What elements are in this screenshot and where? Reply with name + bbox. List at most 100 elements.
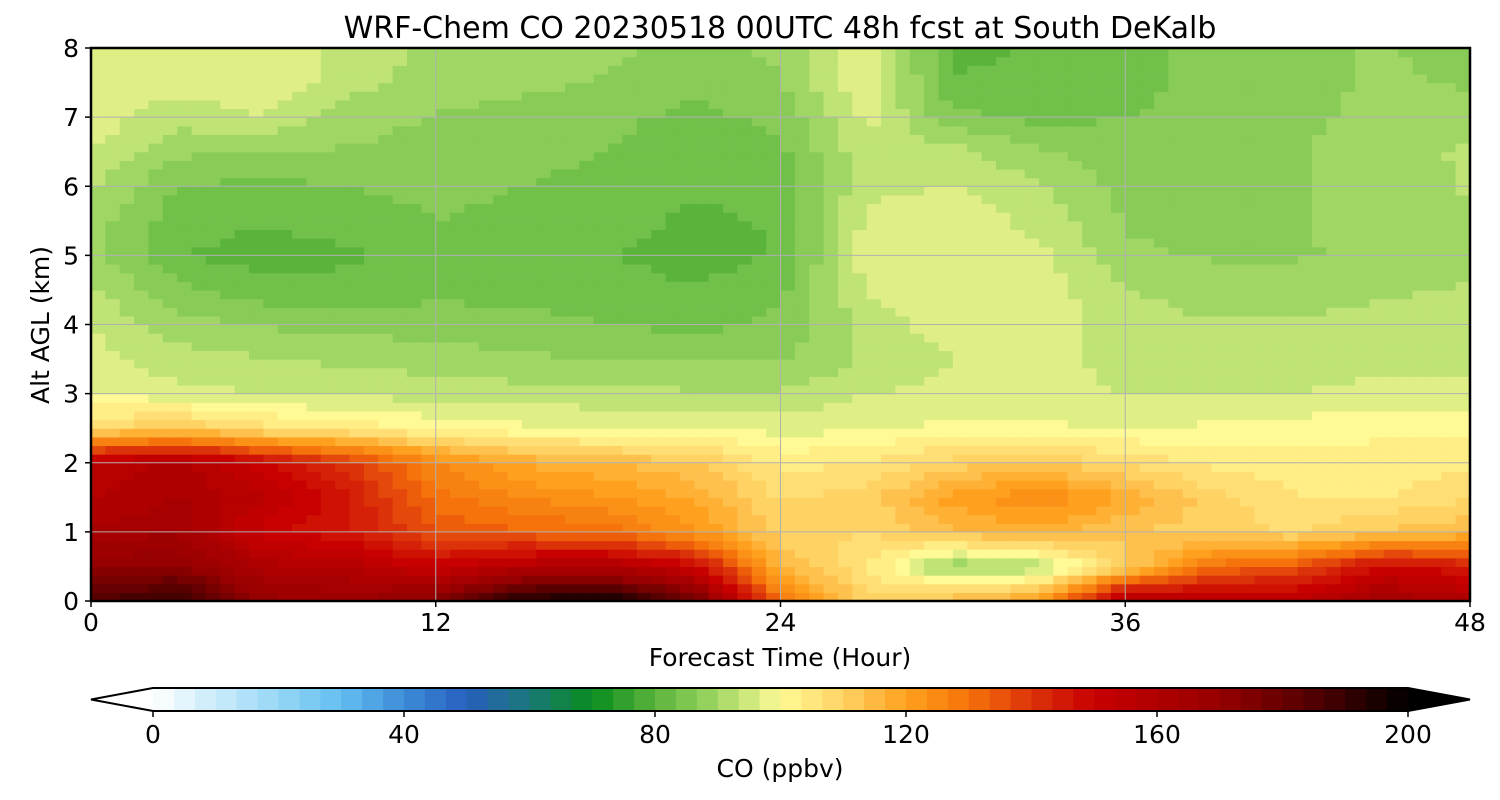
heatmap-cell: [1082, 341, 1098, 352]
heatmap-cell: [162, 575, 178, 585]
heatmap-cell: [737, 436, 753, 447]
heatmap-cell: [924, 82, 940, 92]
heatmap-cell: [464, 402, 480, 412]
heatmap-cell: [220, 436, 236, 447]
heatmap-cell: [751, 186, 767, 196]
heatmap-cell: [407, 531, 422, 542]
heatmap-cell: [1168, 134, 1184, 144]
heatmap-cell: [349, 583, 365, 593]
heatmap-cell: [91, 514, 106, 524]
heatmap-cell: [1153, 91, 1169, 101]
heatmap-cell: [320, 333, 336, 343]
heatmap-cell: [263, 73, 279, 84]
heatmap-cell: [837, 212, 853, 222]
heatmap-cell: [794, 367, 810, 377]
heatmap-cell: [320, 160, 336, 170]
heatmap-cell: [938, 48, 954, 58]
heatmap-cell: [292, 350, 308, 360]
heatmap-cell: [220, 376, 236, 386]
heatmap-cell: [91, 324, 106, 334]
heatmap-cell: [91, 203, 106, 213]
heatmap-cell: [679, 56, 695, 66]
heatmap-cell: [478, 514, 494, 524]
heatmap-cell: [881, 315, 897, 326]
heatmap-cell: [119, 220, 135, 231]
heatmap-cell: [1168, 238, 1184, 248]
heatmap-cell: [1139, 497, 1155, 507]
heatmap-cell: [1125, 505, 1141, 516]
heatmap-cell: [608, 566, 624, 576]
heatmap-cell: [450, 255, 466, 265]
heatmap-cell: [938, 575, 954, 585]
heatmap-cell: [148, 56, 164, 66]
heatmap-cell: [292, 65, 308, 75]
heatmap-cell: [1067, 549, 1083, 559]
heatmap-cell: [536, 272, 552, 282]
heatmap-cell: [608, 125, 624, 136]
heatmap-cell: [220, 540, 236, 550]
heatmap-cell: [780, 531, 796, 542]
heatmap-cell: [866, 91, 882, 101]
heatmap-cell: [679, 238, 695, 248]
heatmap-cell: [378, 445, 394, 455]
heatmap-cell: [450, 99, 466, 110]
heatmap-cell: [1096, 592, 1112, 601]
heatmap-cell: [450, 393, 466, 403]
heatmap-cell: [521, 117, 537, 127]
heatmap-cell: [881, 402, 897, 412]
heatmap-cell: [378, 333, 394, 343]
heatmap-cell: [751, 376, 767, 386]
heatmap-cell: [881, 56, 897, 66]
heatmap-cell: [1197, 151, 1213, 161]
heatmap-cell: [1125, 540, 1141, 550]
heatmap-cell: [105, 514, 121, 524]
heatmap-cell: [837, 549, 853, 559]
heatmap-cell: [708, 281, 724, 291]
heatmap-cell: [378, 125, 394, 136]
heatmap-cell: [938, 402, 954, 412]
heatmap-cell: [148, 82, 164, 92]
heatmap-cell: [751, 143, 767, 153]
heatmap-cell: [636, 264, 652, 274]
heatmap-cell: [249, 333, 264, 343]
heatmap-cell: [579, 246, 595, 256]
heatmap-cell: [177, 272, 193, 282]
heatmap-cell: [507, 462, 523, 472]
heatmap-cell: [450, 212, 466, 222]
heatmap-cell: [938, 428, 954, 438]
heatmap-cell: [162, 264, 178, 274]
heatmap-cell: [1182, 56, 1198, 66]
heatmap-cell: [550, 531, 566, 542]
heatmap-cell: [162, 592, 178, 601]
heatmap-cell: [938, 177, 954, 187]
heatmap-cell: [866, 514, 882, 524]
heatmap-cell: [679, 194, 695, 205]
heatmap-cell: [608, 229, 624, 239]
heatmap-cell: [1211, 592, 1227, 601]
heatmap-cell: [881, 255, 897, 265]
heatmap-cell: [493, 393, 509, 403]
heatmap-cell: [780, 480, 796, 490]
heatmap-cell: [651, 272, 667, 282]
heatmap-cell: [1125, 341, 1141, 352]
heatmap-cell: [349, 125, 365, 136]
heatmap-cell: [981, 186, 997, 196]
heatmap-cell: [1125, 281, 1141, 291]
heatmap-cell: [1182, 281, 1198, 291]
heatmap-cell: [895, 143, 911, 153]
heatmap-cell: [148, 436, 164, 447]
heatmap-cell: [263, 289, 279, 300]
heatmap-cell: [565, 117, 580, 127]
heatmap-cell: [1125, 393, 1141, 403]
heatmap-cell: [1082, 255, 1098, 265]
heatmap-cell: [995, 246, 1011, 256]
heatmap-cell: [651, 341, 667, 352]
heatmap-cell: [1153, 592, 1169, 601]
heatmap-cell: [521, 125, 537, 136]
heatmap-cell: [1024, 384, 1040, 395]
heatmap-cell: [794, 549, 810, 559]
heatmap-cell: [320, 168, 336, 179]
heatmap-cell: [407, 203, 422, 213]
heatmap-cell: [694, 428, 710, 438]
heatmap-cell: [1197, 91, 1213, 101]
